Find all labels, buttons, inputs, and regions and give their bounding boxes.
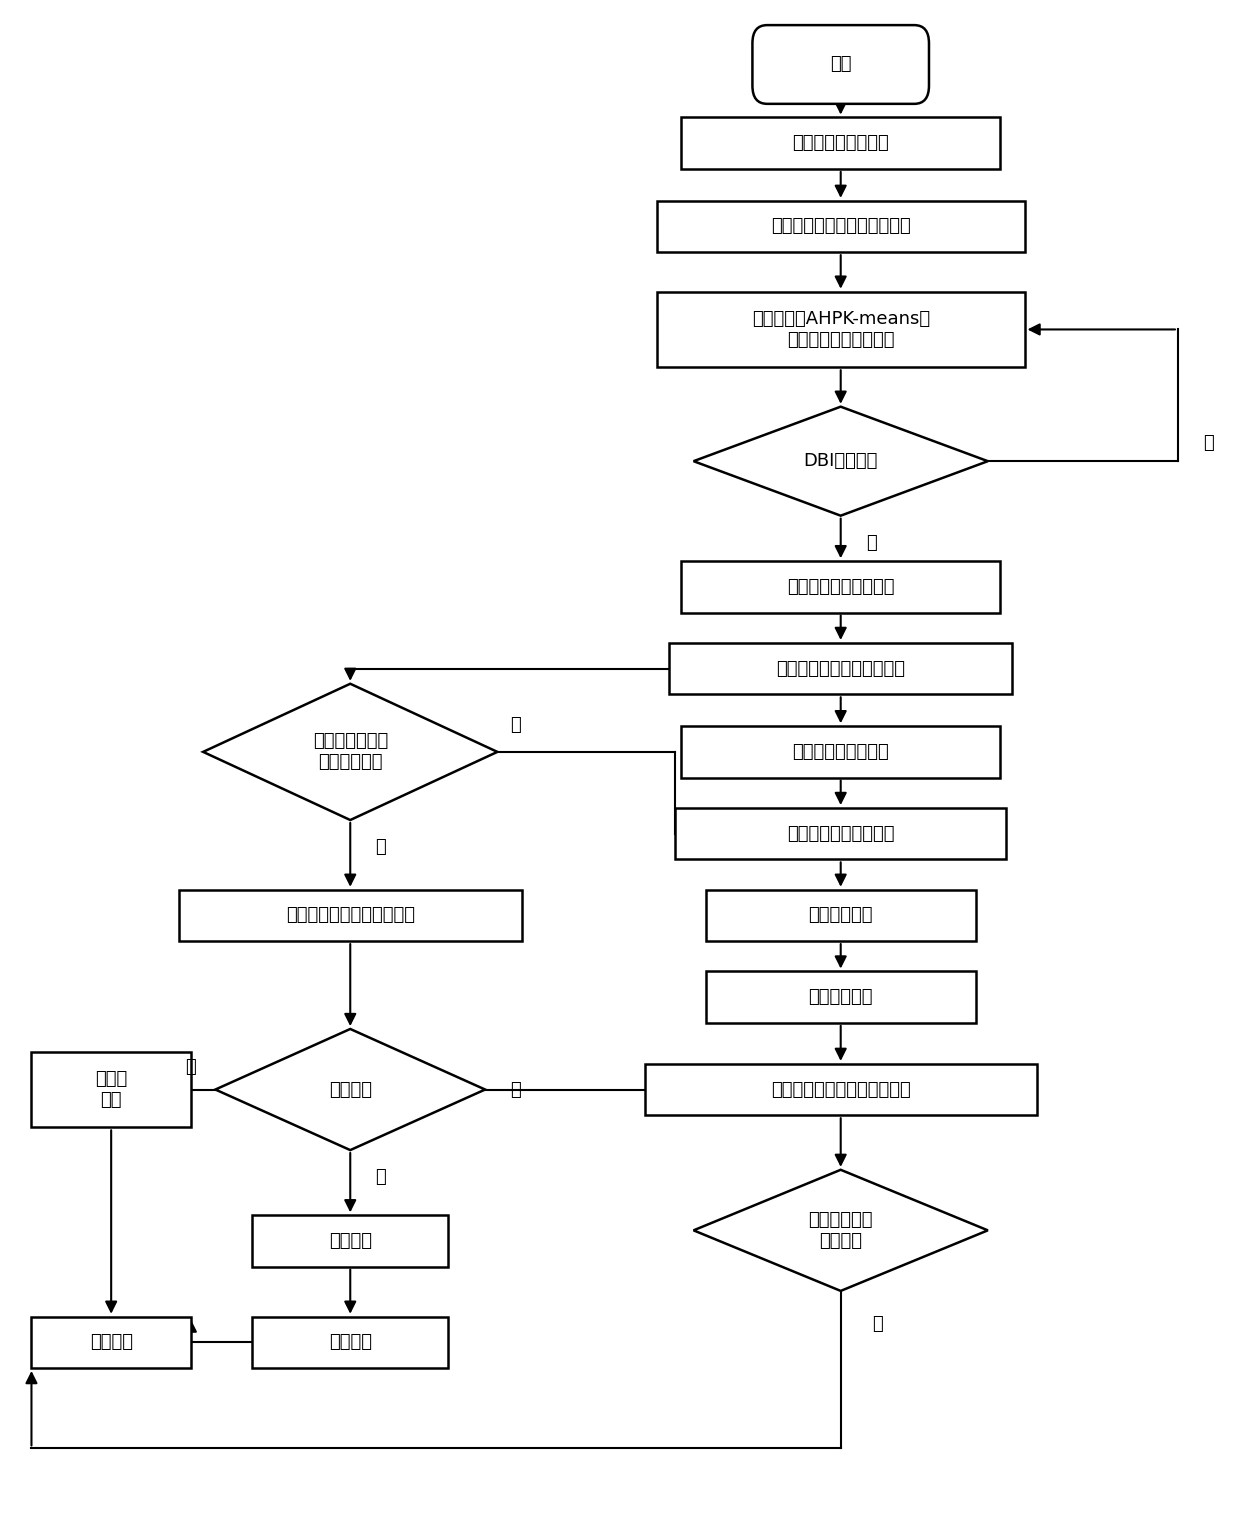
Text: 否: 否 — [872, 1316, 883, 1334]
Text: 开始充电: 开始充电 — [329, 1232, 372, 1250]
Text: 电动汽车接入充电桩: 电动汽车接入充电桩 — [792, 743, 889, 761]
Bar — [657, 292, 1024, 367]
Bar — [681, 561, 1001, 613]
Bar — [252, 1215, 449, 1267]
Polygon shape — [203, 683, 497, 821]
Bar — [657, 200, 1024, 252]
Polygon shape — [693, 1170, 988, 1291]
Bar — [681, 118, 1001, 170]
Text: 搜索允许最早充电开始时间: 搜索允许最早充电开始时间 — [285, 906, 414, 924]
Text: 拔出充
电枪: 拔出充 电枪 — [95, 1070, 128, 1109]
Polygon shape — [216, 1028, 485, 1151]
Bar — [706, 972, 976, 1022]
Text: 采用改进的AHPK-means算
法对数据进行聚类分析: 采用改进的AHPK-means算 法对数据进行聚类分析 — [751, 310, 930, 348]
Text: 求解优化方程: 求解优化方程 — [808, 989, 873, 1005]
Text: 是: 是 — [376, 1169, 387, 1186]
Bar — [252, 1317, 449, 1368]
Bar — [179, 889, 522, 941]
Text: 建立优化方程: 建立优化方程 — [808, 906, 873, 924]
Bar — [645, 1063, 1037, 1115]
Text: 否: 否 — [376, 839, 387, 856]
Text: 进行数据预处理与归一化方程: 进行数据预处理与归一化方程 — [771, 217, 910, 235]
Text: 用户确认: 用户确认 — [329, 1080, 372, 1099]
Text: DBI达到最小: DBI达到最小 — [804, 452, 878, 471]
Bar — [670, 643, 1012, 694]
Text: 判断该负荷是否
具有可调节性: 判断该负荷是否 具有可调节性 — [312, 732, 388, 772]
Text: 是: 是 — [511, 1080, 521, 1099]
Text: 获取电动汽车充电需求: 获取电动汽车充电需求 — [787, 825, 894, 842]
Polygon shape — [693, 406, 988, 515]
Bar — [31, 1051, 191, 1128]
Text: 否: 否 — [1203, 434, 1214, 452]
Text: 是否可以立即
进行充电: 是否可以立即 进行充电 — [808, 1212, 873, 1250]
Text: 得到几类用户负荷曲线: 得到几类用户负荷曲线 — [787, 578, 894, 596]
Text: 开始: 开始 — [830, 55, 852, 73]
Text: 是: 是 — [866, 533, 877, 552]
Text: 电池充满: 电池充满 — [329, 1334, 372, 1351]
Bar — [681, 726, 1001, 778]
Text: 从数据库中选取数据: 从数据库中选取数据 — [792, 134, 889, 153]
Bar — [675, 808, 1006, 859]
Text: 匹配满足约束条件的充电策略: 匹配满足约束条件的充电策略 — [771, 1080, 910, 1099]
FancyBboxPatch shape — [753, 24, 929, 104]
Text: 是: 是 — [511, 715, 521, 733]
Bar — [706, 889, 976, 941]
Bar — [31, 1317, 191, 1368]
Text: 计算充电汽车理想充电曲线: 计算充电汽车理想充电曲线 — [776, 660, 905, 677]
Text: 结束充电: 结束充电 — [89, 1334, 133, 1351]
Text: 否: 否 — [186, 1057, 196, 1076]
